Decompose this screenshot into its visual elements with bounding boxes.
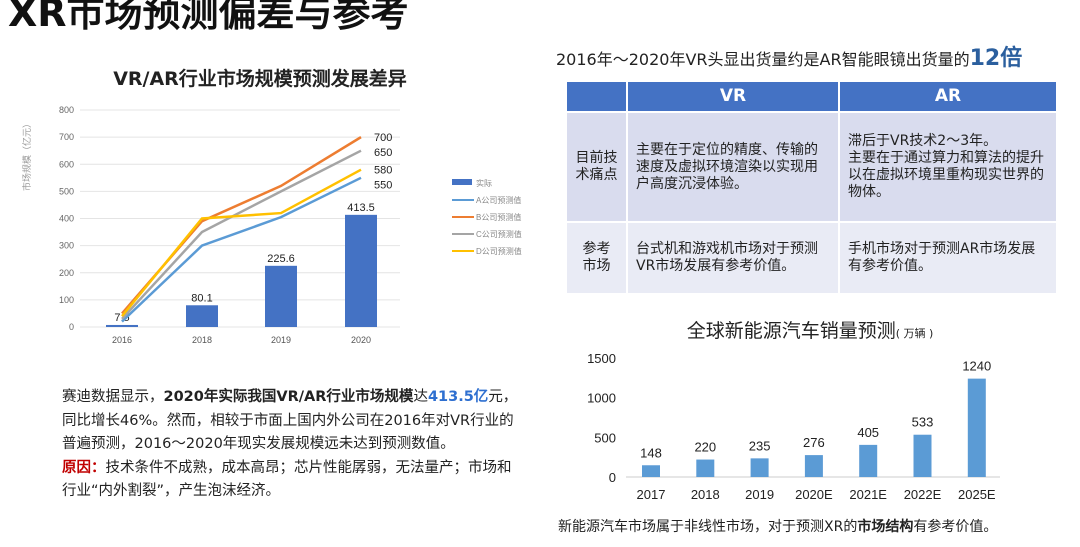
- bar-actual: [265, 265, 297, 327]
- ar-reference-market: 手机市场对于预测AR市场发展有参考价值。: [838, 221, 1058, 295]
- y-tick-label: 0: [609, 470, 616, 485]
- row-label-reference-market: 参考市场: [565, 221, 628, 295]
- y-tick-label: 800: [59, 105, 74, 115]
- line-C公司预测值: [121, 149, 362, 320]
- bar-value-label: 1240: [962, 359, 991, 374]
- line-D公司预测值: [121, 168, 362, 317]
- bar: [750, 458, 769, 477]
- bar-value-label: 276: [803, 435, 825, 450]
- left-chart-title: VR/AR行业市场规模预测发展差异: [113, 68, 407, 90]
- x-tick-label: 2016: [112, 335, 132, 345]
- legend-swatch: [452, 179, 472, 185]
- x-tick-label: 2019: [745, 487, 774, 502]
- bar: [696, 459, 715, 477]
- bar-value-label: 80.1: [191, 292, 212, 304]
- legend-label: D公司预测值: [476, 246, 522, 256]
- bar: [642, 465, 660, 477]
- ev-sales-chart: 0 500 1000 1500 148 2017 220 2018 235 2019 276 2020…: [587, 351, 1000, 502]
- bar-actual: [345, 214, 377, 327]
- y-tick-label: 0: [69, 322, 74, 332]
- x-tick-label: 2018: [192, 335, 212, 345]
- x-tick-label: 2025E: [958, 487, 996, 502]
- y-tick-label: 400: [59, 214, 74, 224]
- y-tick-label: 100: [59, 295, 74, 305]
- x-tick-label: 2020: [351, 335, 371, 345]
- bar: [859, 444, 878, 477]
- reason-text: 技术条件不成熟，成本高昂；芯片性能孱弱，无法量产；市场和行业“内外割裂”，产生泡…: [62, 459, 512, 500]
- bar: [913, 434, 932, 477]
- y-axis-label: 市场规模（亿元）: [21, 119, 32, 191]
- y-tick-label: 300: [59, 241, 74, 251]
- x-tick-label: 2020E: [795, 487, 833, 502]
- ar-pain-points: 滞后于VR技术2～3年。 主要在于通过算力和算法的提升以在虚拟环境里重构现实世界的…: [838, 111, 1058, 223]
- bar-value-label: 533: [912, 415, 934, 430]
- x-tick-label: 2022E: [904, 487, 942, 502]
- analysis-paragraph: 赛迪数据显示，2020年实际我国VR/AR行业市场规模达413.5亿元，同比增长…: [62, 389, 518, 500]
- y-tick-label: 700: [59, 132, 74, 142]
- x-tick-label: 2018: [691, 487, 720, 502]
- summary-line: 2016年～2020年VR头显出货量约是AR智能眼镜出货量的12倍: [556, 40, 1022, 72]
- x-tick-label: 2019: [271, 335, 291, 345]
- vr-ar-comparison-table: VR AR 目前技术痛点 主要在于定位的精度、传输的速度及虚拟环境渲染以实现用户高度…: [565, 80, 1058, 295]
- legend-label: A公司预测值: [476, 195, 521, 205]
- bar-actual: [186, 305, 218, 327]
- header-empty: [565, 80, 628, 113]
- bar-actual: [106, 324, 138, 327]
- y-tick-label: 600: [59, 159, 74, 169]
- bar: [804, 455, 823, 477]
- line-end-label: 650: [374, 147, 392, 159]
- row-label-pain-points: 目前技术痛点: [565, 111, 628, 223]
- vr-reference-market: 台式机和游戏机市场对于预测VR市场发展有参考价值。: [626, 221, 840, 295]
- market-size-chart: 市场规模（亿元）01002003004005006007008007.52016…: [21, 105, 522, 345]
- y-tick-label: 1000: [587, 391, 616, 406]
- bar-value-label: 235: [749, 438, 771, 453]
- legend-label: C公司预测值: [476, 229, 522, 239]
- y-tick-label: 500: [59, 186, 74, 196]
- right-chart-title: 全球新能源汽车销量预测( 万辆 ): [686, 320, 934, 342]
- y-tick-label: 1500: [587, 351, 616, 366]
- legend-label: B公司预测值: [476, 212, 521, 222]
- y-tick-label: 500: [594, 430, 616, 445]
- x-tick-label: 2017: [637, 487, 666, 502]
- reason-label: 原因：: [62, 459, 106, 476]
- page-title: XR市场预测偏差与参考: [8, 0, 409, 35]
- vr-pain-points: 主要在于定位的精度、传输的速度及虚拟环境渲染以实现用户高度沉浸体验。: [626, 111, 840, 223]
- y-tick-label: 200: [59, 268, 74, 278]
- bar-value-label: 225.6: [267, 253, 295, 265]
- chart-caption: 新能源汽车市场属于非线性市场，对于预测XR的市场结构有参考价值。: [558, 519, 998, 535]
- line-end-label: 580: [374, 165, 392, 177]
- summary-highlight: 12倍: [969, 46, 1023, 71]
- bar: [967, 378, 986, 477]
- header-vr: VR: [626, 80, 840, 113]
- line-A公司预测值: [121, 176, 362, 323]
- line-end-label: 700: [374, 132, 392, 144]
- bar-value-label: 148: [640, 445, 662, 460]
- legend-label: 实际: [476, 178, 492, 188]
- bar-value-label: 220: [694, 440, 716, 455]
- bar-value-label: 413.5: [347, 202, 375, 214]
- header-ar: AR: [838, 80, 1058, 113]
- summary-text: 2016年～2020年VR头显出货量约是AR智能眼镜出货量的: [556, 50, 970, 69]
- line-end-label: 550: [374, 180, 392, 192]
- x-tick-label: 2021E: [849, 487, 887, 502]
- bar-value-label: 405: [857, 425, 879, 440]
